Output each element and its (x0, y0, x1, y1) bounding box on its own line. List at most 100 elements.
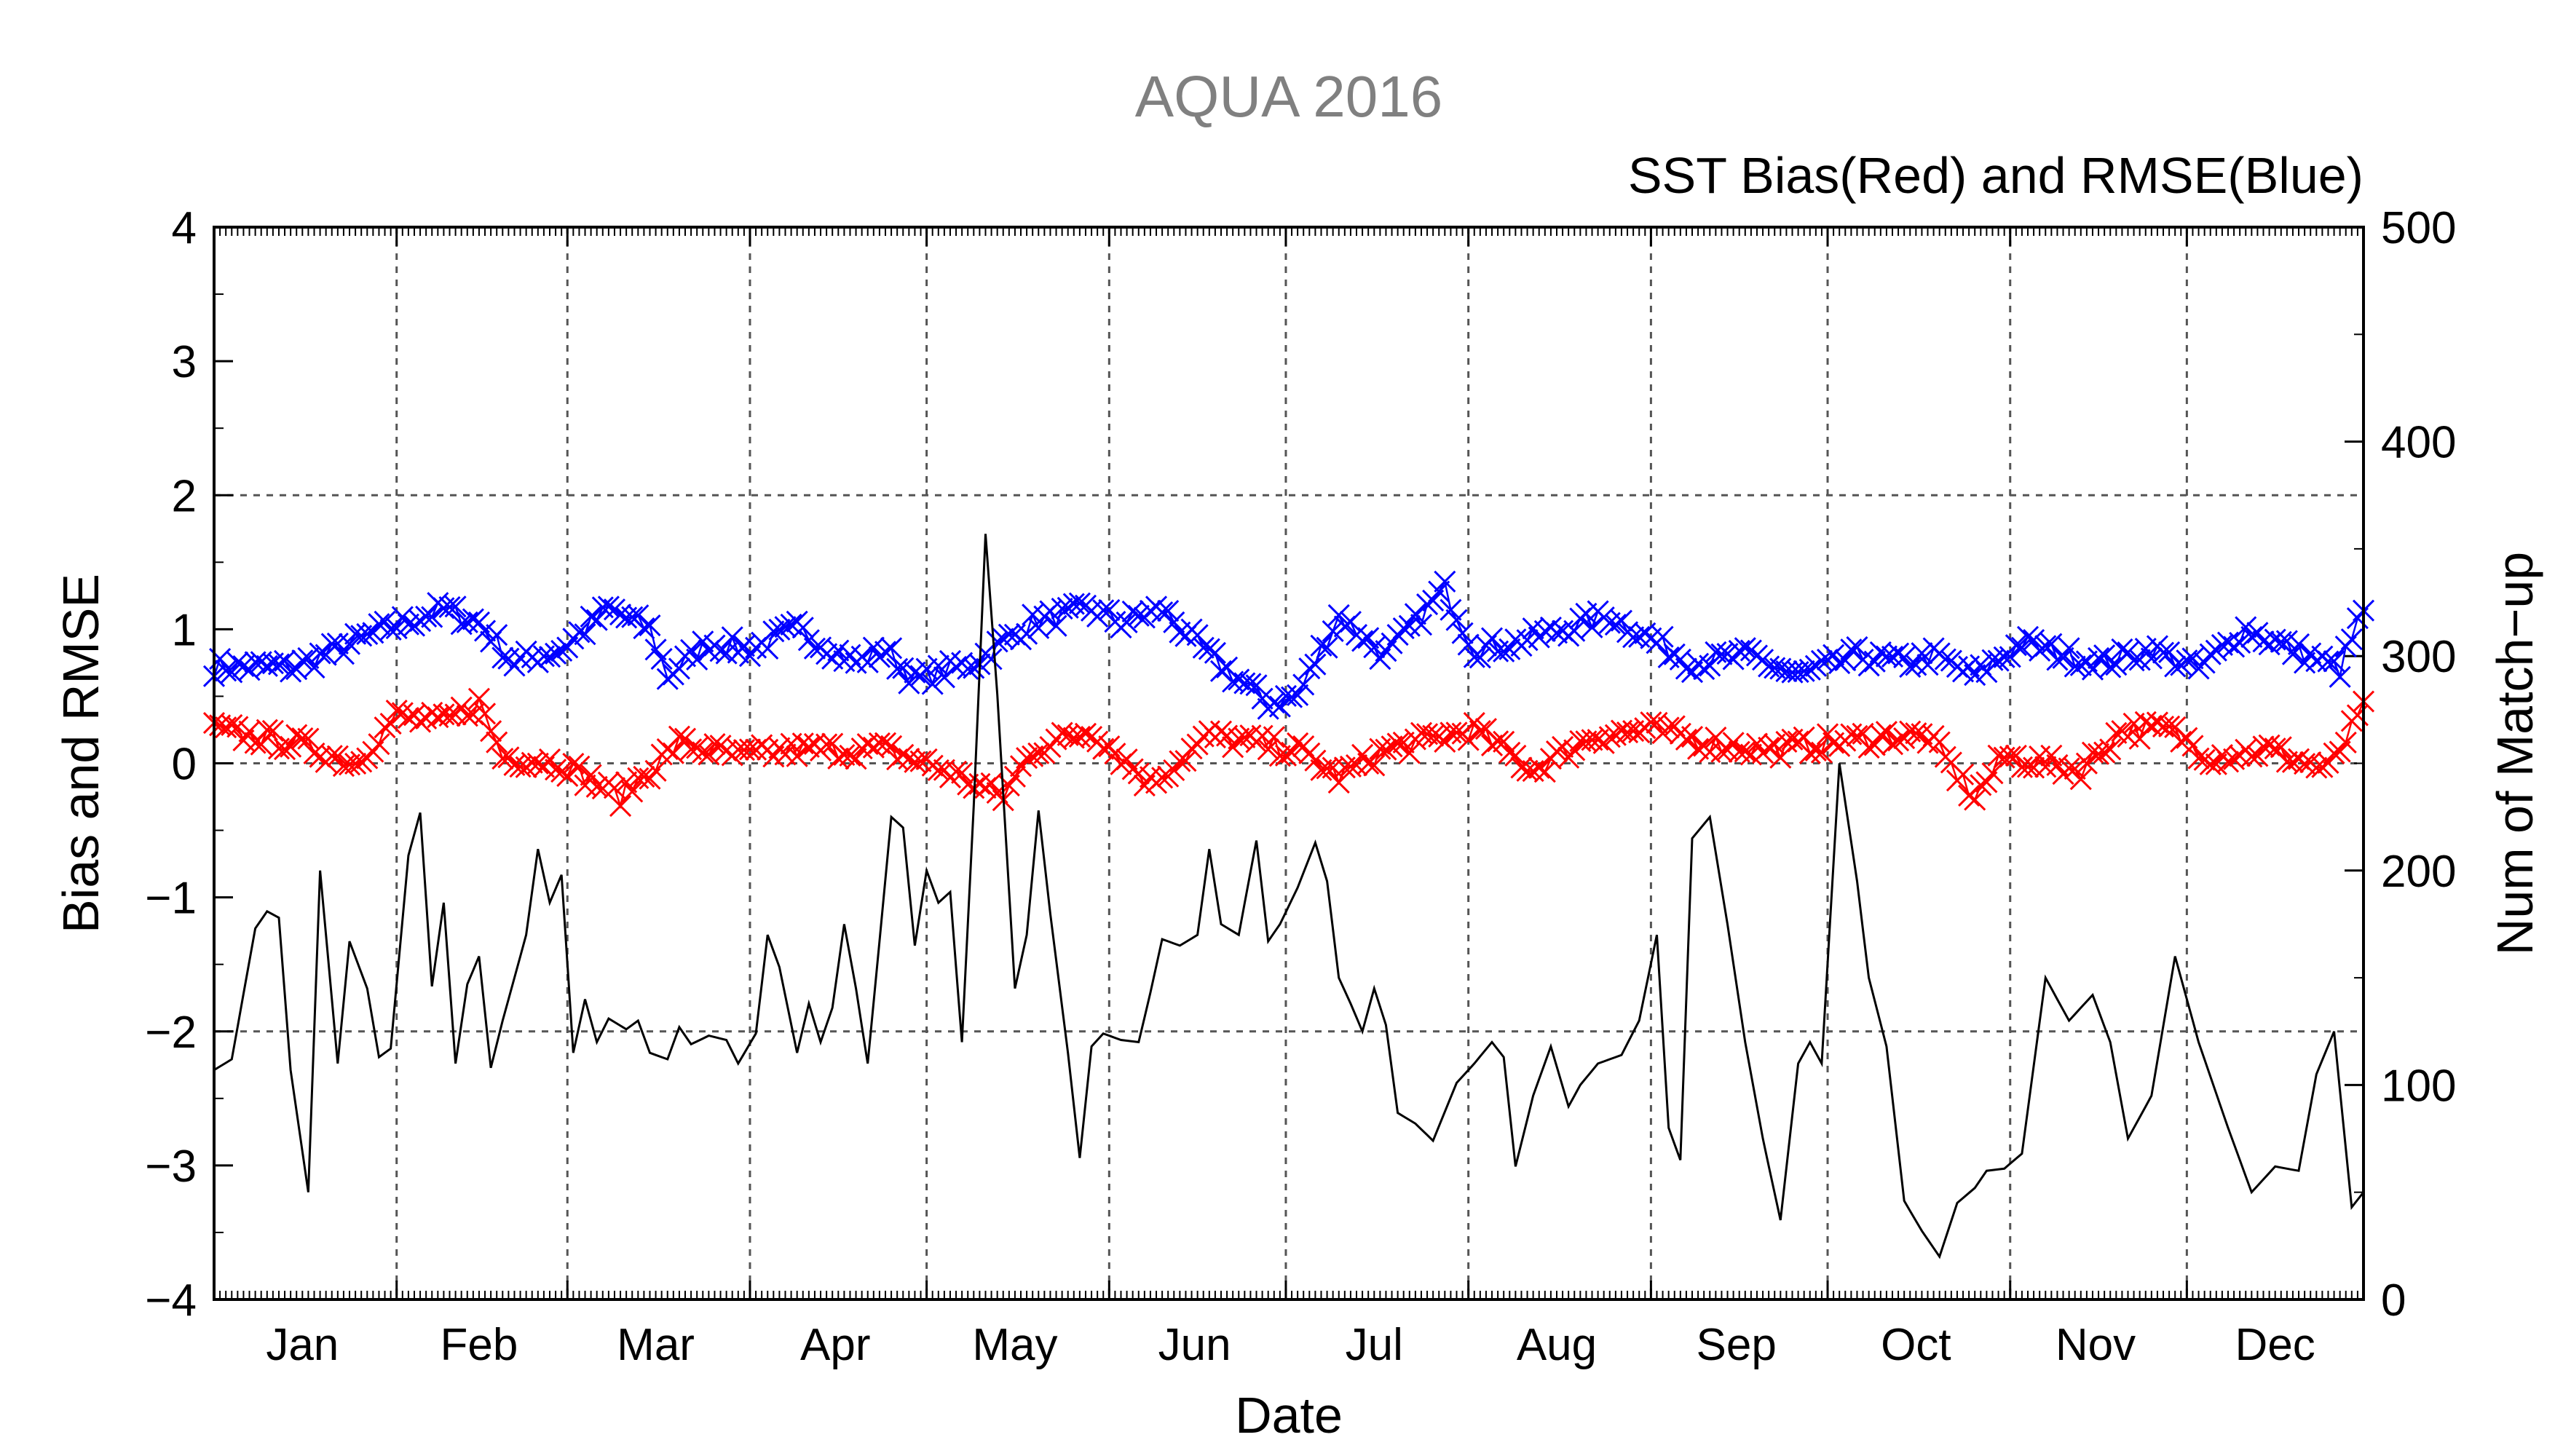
bias-point (833, 743, 856, 767)
bias-point (2294, 753, 2316, 775)
rmse-point (668, 657, 690, 680)
bias-point (1628, 721, 1651, 744)
bias-point (1675, 728, 1697, 751)
bias-point (2099, 738, 2122, 761)
bias-point (1151, 767, 1174, 789)
rmse-point (1239, 673, 1262, 695)
x-tick-label: May (972, 1320, 1057, 1370)
bias-point (1115, 748, 1138, 771)
bias-point (1381, 735, 1403, 758)
rmse-point (2069, 654, 2092, 676)
bias-point (738, 738, 762, 761)
rmse-point (309, 642, 331, 665)
rmse-point (221, 661, 243, 684)
plot-frame (213, 226, 2365, 1301)
rmse-point (2034, 635, 2057, 657)
y-tick-label: 1 (172, 605, 197, 655)
rmse-point (774, 616, 797, 638)
bias-point (1051, 721, 1073, 744)
y-tick-label: −3 (145, 1142, 197, 1192)
rmse-point (874, 641, 897, 663)
rmse-point (1268, 695, 1291, 718)
x-tick-label: Jul (1346, 1320, 1403, 1370)
rmse-point (768, 618, 791, 641)
bias-point (1681, 725, 1704, 748)
bias-point (326, 745, 349, 767)
rmse-point (2040, 633, 2063, 655)
rmse-point (415, 605, 438, 628)
rmse-point (791, 617, 814, 639)
bias-point (550, 760, 573, 783)
bias-point (1287, 732, 1309, 754)
bias-point (1174, 750, 1197, 772)
rmse-line (213, 579, 2364, 711)
rmse-point (267, 653, 291, 676)
bias-point (874, 732, 897, 754)
bias-point (621, 780, 644, 803)
rmse-point (1363, 636, 1386, 659)
bias-point (1209, 720, 1233, 743)
rmse-point (297, 646, 320, 670)
bias-point (980, 772, 1003, 794)
bias-point (2240, 745, 2263, 768)
bias-point (456, 705, 478, 727)
rmse-point (1198, 638, 1220, 660)
bias-point (1498, 741, 1521, 764)
tick-labels: Jan Feb Mar Apr May Jun Jul Aug Sep Oct Nov Dec −4 −3… (145, 203, 2456, 1370)
rmse-point (686, 648, 708, 671)
rmse-point (898, 672, 920, 695)
bias-point (880, 735, 903, 757)
rmse-point (998, 623, 1020, 646)
rmse-point (1445, 609, 1468, 631)
rmse-point (1469, 646, 1491, 669)
bias-point (644, 759, 667, 782)
bias-point (374, 716, 396, 739)
bias-point (968, 772, 991, 795)
rmse-point (1911, 642, 1933, 665)
bias-point (1598, 726, 1621, 748)
bias-point (1810, 741, 1833, 764)
rmse-point (1228, 668, 1250, 691)
bias-point (2081, 741, 2104, 764)
rmse-point (2099, 656, 2122, 678)
bias-point (256, 719, 278, 741)
rmse-point (1764, 657, 1786, 679)
bias-point (2069, 768, 2092, 791)
rmse-point (2023, 629, 2045, 652)
rmse-point (1310, 634, 1332, 657)
bias-point (1457, 729, 1480, 751)
rmse-point (1905, 654, 1927, 676)
rmse-point (2058, 637, 2080, 660)
rmse-point (2016, 625, 2039, 648)
bias-point (1304, 749, 1327, 772)
rmse-point (709, 640, 732, 662)
bias-point (2223, 748, 2246, 770)
rmse-point (1887, 642, 1910, 665)
rmse-point (1287, 684, 1309, 706)
rmse-point (639, 614, 661, 637)
x-tick-label: Dec (2235, 1320, 2315, 1370)
x-tick-label: Mar (617, 1320, 695, 1370)
rmse-point (574, 623, 596, 646)
rmse-point (886, 657, 909, 680)
y-tick-label: 2 (172, 471, 197, 521)
rmse-point (1563, 620, 1586, 642)
rmse-point (680, 638, 703, 661)
rmse-point (904, 661, 926, 684)
y2-axis-title: Num of Match−up (2487, 552, 2543, 955)
rmse-point (1051, 598, 1073, 620)
rmse-point (2223, 636, 2246, 658)
rmse-point (1192, 636, 1215, 659)
bias-point (1533, 761, 1556, 783)
bias-point (480, 720, 502, 743)
rmse-point (1292, 673, 1315, 696)
rmse-point (291, 649, 314, 672)
rmse-point (856, 651, 879, 673)
bias-point (1257, 738, 1279, 761)
rmse-point (2164, 655, 2187, 678)
bias-point (568, 755, 591, 778)
bias-point (1422, 724, 1445, 747)
rmse-point (1327, 604, 1350, 626)
bias-point (1504, 744, 1527, 767)
